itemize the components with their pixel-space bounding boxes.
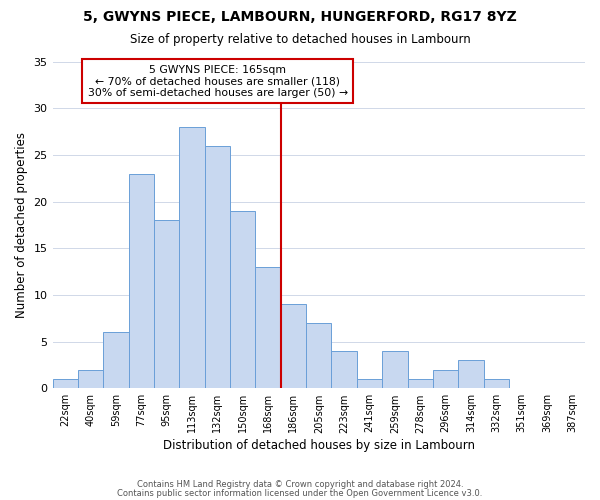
Bar (331, 351, 357, 389)
Bar (205, 146, 230, 388)
Bar (128, 174, 154, 388)
X-axis label: Distribution of detached houses by size in Lambourn: Distribution of detached houses by size … (163, 440, 475, 452)
Bar (458, 360, 484, 388)
Bar (154, 220, 179, 388)
Bar (256, 267, 281, 388)
Bar (179, 127, 205, 388)
Bar (484, 379, 509, 388)
Text: Contains HM Land Registry data © Crown copyright and database right 2024.: Contains HM Land Registry data © Crown c… (137, 480, 463, 489)
Bar (230, 211, 256, 388)
Bar (357, 379, 382, 388)
Bar (78, 370, 103, 388)
Text: 5 GWYNS PIECE: 165sqm
← 70% of detached houses are smaller (118)
30% of semi-det: 5 GWYNS PIECE: 165sqm ← 70% of detached … (88, 65, 347, 98)
Bar (53, 379, 78, 388)
Bar (103, 332, 128, 388)
Y-axis label: Number of detached properties: Number of detached properties (15, 132, 28, 318)
Bar (306, 323, 331, 388)
Text: 5, GWYNS PIECE, LAMBOURN, HUNGERFORD, RG17 8YZ: 5, GWYNS PIECE, LAMBOURN, HUNGERFORD, RG… (83, 10, 517, 24)
Bar (281, 304, 306, 388)
Bar (433, 370, 458, 388)
Bar (382, 351, 407, 389)
Text: Size of property relative to detached houses in Lambourn: Size of property relative to detached ho… (130, 32, 470, 46)
Text: Contains public sector information licensed under the Open Government Licence v3: Contains public sector information licen… (118, 489, 482, 498)
Bar (407, 379, 433, 388)
